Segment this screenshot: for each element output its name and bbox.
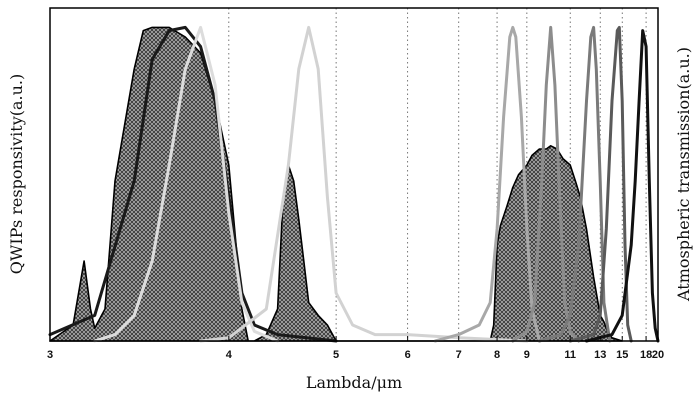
x-tick-label: 5 xyxy=(333,349,339,361)
responsivity-series-3-line xyxy=(199,25,529,343)
responsivity-series-2-line xyxy=(93,25,280,343)
x-tick-label: 18 xyxy=(640,349,652,361)
x-tick-label: 20 xyxy=(652,349,664,361)
x-tick-label: 4 xyxy=(226,349,233,361)
x-tick-label: 6 xyxy=(405,349,411,361)
responsivity-series-5-line xyxy=(511,25,581,343)
x-tick-label: 15 xyxy=(616,349,628,361)
responsivity-series-4-line xyxy=(433,25,541,343)
x-tick-label: 9 xyxy=(524,349,530,361)
x-tick-labels: 3 4 5 6 7 8 9 11 13 15 18 20 xyxy=(47,336,664,361)
responsivity-series-8-line xyxy=(585,29,660,343)
x-tick-label: 8 xyxy=(494,349,500,361)
y-axis-title-left: QWIPs responsivity(a.u.) xyxy=(7,74,26,274)
x-tick-label: 7 xyxy=(456,349,462,361)
x-tick-label: 11 xyxy=(564,349,576,361)
plot-frame xyxy=(49,7,659,342)
x-tick-label: 13 xyxy=(594,349,606,361)
responsivity-series-6-line xyxy=(537,25,612,343)
responsivity-series-1-line xyxy=(48,25,338,343)
responsivity-series-7-line xyxy=(568,25,633,343)
x-axis-title: Lambda/μm xyxy=(306,373,402,392)
x-tick-label: 3 xyxy=(47,349,53,361)
responsivity-series-layer xyxy=(48,25,660,343)
y-axis-title-right: Atmospheric transmission(a.u.) xyxy=(674,47,693,302)
